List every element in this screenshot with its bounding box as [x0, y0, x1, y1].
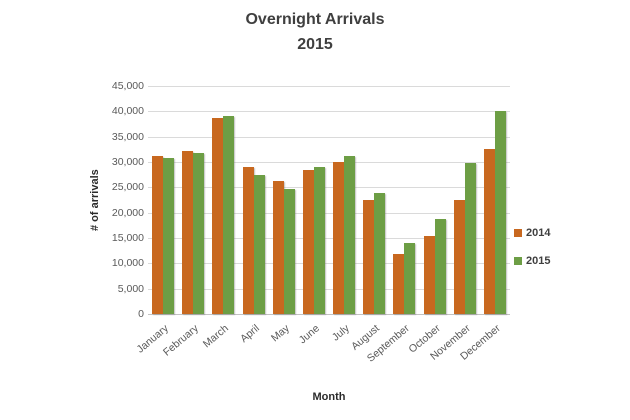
bar-group-december — [480, 86, 510, 314]
bar-2014-may — [272, 181, 284, 314]
bar-2015-march — [223, 115, 235, 314]
bar-2015-october — [434, 219, 446, 314]
bar-2015-december — [494, 111, 506, 314]
y-tick-label: 5,000 — [117, 282, 144, 295]
bar-2015-may — [283, 188, 295, 314]
gridline — [148, 212, 510, 214]
legend-swatch-2014 — [514, 229, 522, 237]
bar-group-april — [239, 86, 269, 314]
bar-2014-november — [453, 199, 465, 314]
gridline — [148, 162, 510, 163]
bar-group-september — [389, 86, 419, 314]
legend: 2014 2015 — [514, 227, 550, 283]
gridline — [148, 136, 510, 138]
bar-2015-september — [404, 243, 416, 314]
y-tick-label: 35,000 — [111, 130, 144, 143]
bar-group-august — [359, 86, 389, 314]
legend-swatch-2015 — [514, 257, 522, 265]
bar-2014-september — [393, 253, 405, 314]
bar-group-july — [329, 86, 359, 314]
bar-2015-august — [374, 193, 386, 314]
bar-group-february — [178, 86, 208, 314]
bar-2015-february — [193, 153, 205, 314]
bar-group-june — [299, 86, 329, 314]
bar-2014-july — [333, 161, 345, 314]
gridline — [148, 263, 510, 265]
bar-group-november — [450, 86, 480, 314]
chart-title-block: Overnight Arrivals 2015 — [0, 8, 630, 58]
bar-2014-february — [182, 150, 194, 314]
bar-2015-july — [344, 156, 356, 314]
bar-2014-august — [363, 200, 375, 314]
gridline — [148, 86, 510, 87]
y-tick-label: 30,000 — [111, 156, 144, 168]
bar-2014-october — [423, 235, 435, 314]
bar-2014-april — [242, 167, 254, 314]
legend-item-2014: 2014 — [514, 227, 550, 239]
bar-2015-november — [464, 162, 476, 314]
y-tick-label: 10,000 — [111, 257, 144, 270]
chart-title: Overnight Arrivals — [245, 11, 385, 28]
y-tick-label: 25,000 — [111, 181, 144, 194]
bar-2014-january — [152, 155, 164, 314]
bar-group-march — [208, 86, 238, 314]
plot-area — [148, 86, 510, 315]
bar-2015-january — [163, 157, 175, 314]
bar-2015-june — [313, 166, 325, 314]
bar-group-october — [420, 86, 450, 314]
bar-2014-march — [212, 118, 224, 314]
y-tick-label: 40,000 — [111, 105, 144, 118]
bar-group-january — [148, 86, 178, 314]
y-tick-label: 20,000 — [111, 206, 144, 219]
bar-2014-december — [483, 148, 495, 314]
legend-label-2014: 2014 — [526, 227, 551, 239]
bar-2015-april — [253, 174, 265, 314]
legend-item-2015: 2015 — [514, 255, 550, 267]
bar-group-may — [269, 86, 299, 314]
gridline — [148, 238, 510, 239]
gridline — [148, 111, 510, 113]
gridline — [148, 288, 510, 290]
gridline — [148, 187, 510, 189]
x-axis-title: Month — [312, 391, 346, 403]
bar-2014-june — [302, 169, 314, 314]
legend-label-2015: 2015 — [526, 255, 551, 267]
y-tick-label: 45,000 — [111, 80, 144, 92]
chart-subtitle: 2015 — [297, 36, 333, 53]
y-tick-label: 15,000 — [111, 232, 144, 244]
y-tick-label: 0 — [138, 308, 144, 320]
